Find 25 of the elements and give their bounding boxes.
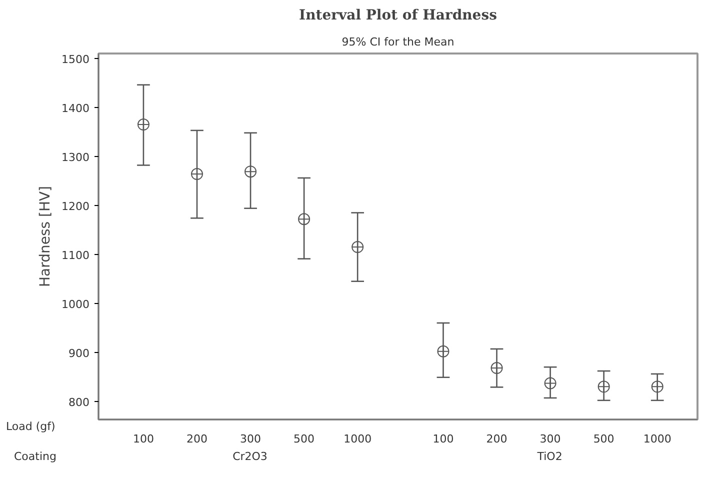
x-tick-label: 200 bbox=[486, 432, 508, 446]
x-tick-label: 1000 bbox=[643, 432, 672, 446]
y-tick-label: 1100 bbox=[62, 248, 90, 262]
y-tick-label: 1300 bbox=[62, 150, 90, 164]
text: Coating bbox=[14, 449, 56, 465]
x-tick-label: 300 bbox=[240, 432, 262, 446]
chart-subtitle: 95% CI for the Mean bbox=[342, 36, 454, 48]
y-tick-label: 900 bbox=[68, 346, 90, 360]
y-tick-label: 1500 bbox=[62, 52, 90, 66]
y-tick-label: 800 bbox=[68, 396, 90, 409]
x-tick-label: 100 bbox=[132, 432, 154, 446]
x-tick-label: 500 bbox=[593, 432, 614, 446]
y-tick-label: 1400 bbox=[62, 102, 90, 115]
x-tick-label: 500 bbox=[294, 432, 315, 446]
x-tick-label: 300 bbox=[540, 432, 561, 446]
x-tick-label: 200 bbox=[186, 432, 208, 446]
x-tick-label: 1000 bbox=[344, 432, 372, 446]
x-tick-label: 100 bbox=[432, 432, 454, 446]
y-axis-title: Hardness [HV] bbox=[38, 186, 54, 288]
y-tick-label: 1000 bbox=[62, 298, 90, 311]
y-tick-label: 1200 bbox=[62, 200, 90, 213]
chart-title: Interval Plot of Hardness bbox=[299, 8, 498, 24]
x-axis-title: Load (gf) bbox=[6, 419, 56, 435]
text: Cr2O3 bbox=[232, 449, 268, 465]
text: TiO2 bbox=[537, 449, 562, 465]
